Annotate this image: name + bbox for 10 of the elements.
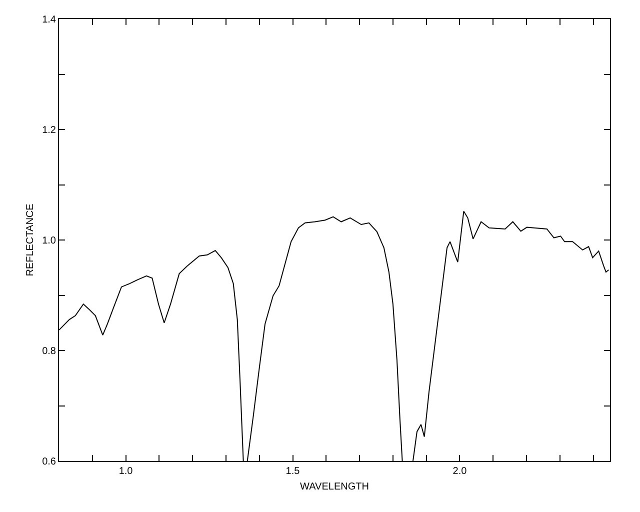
y-tick-label: 0.8 bbox=[42, 346, 56, 357]
x-axis-title: WAVELENGTH bbox=[300, 482, 369, 492]
x-tick-label: 2.0 bbox=[452, 466, 468, 477]
x-tick-label: 1.5 bbox=[286, 466, 300, 477]
y-tick-label: 1.4 bbox=[42, 14, 56, 26]
y-tick-label: 1.2 bbox=[42, 125, 56, 136]
y-tick-label: 1.0 bbox=[42, 236, 56, 246]
x-tick-label: 1.0 bbox=[118, 466, 134, 477]
y-axis-title: REFLECTANCE bbox=[25, 203, 36, 276]
y-tick-label: 0.6 bbox=[42, 456, 56, 468]
